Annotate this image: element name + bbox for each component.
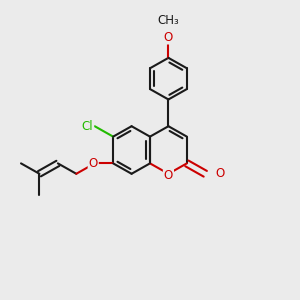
Text: CH₃: CH₃ [158,14,179,27]
Text: O: O [164,31,173,44]
Text: O: O [88,157,98,170]
Text: O: O [216,167,225,180]
Text: Cl: Cl [82,120,93,133]
Text: O: O [164,169,173,182]
